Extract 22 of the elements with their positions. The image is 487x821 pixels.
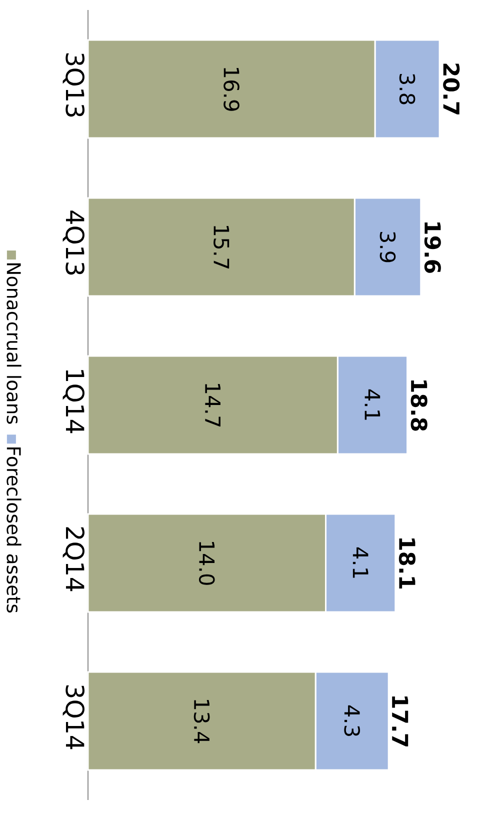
data-label: 16.9 [224, 68, 240, 111]
y-tick-label: 1Q14 [62, 370, 84, 434]
total-label: 18.1 [398, 538, 416, 589]
y-tick-label: 3Q13 [62, 53, 84, 117]
data-label: 14.7 [205, 384, 220, 426]
data-label: 3.9 [380, 232, 396, 262]
legend-label: Foreclosed assets [6, 447, 22, 613]
data-label: 4.1 [352, 547, 368, 578]
data-label: 4.3 [344, 705, 360, 736]
data-label: 13.4 [194, 700, 210, 744]
y-tick-label: 4Q13 [62, 210, 84, 275]
legend-label: Nonaccrual loans [6, 263, 22, 424]
data-label: 14.0 [198, 542, 215, 585]
total-label: 18.8 [410, 380, 428, 431]
total-label: 20.7 [443, 64, 460, 114]
y-tick-label: 3Q14 [62, 685, 84, 750]
total-label: 17.7 [392, 696, 408, 746]
total-label: 19.6 [424, 222, 441, 273]
data-label: 4.1 [364, 389, 380, 420]
data-label: 15.7 [214, 226, 230, 268]
data-label: 3.8 [399, 74, 416, 104]
y-tick-label: 2Q14 [62, 527, 84, 592]
